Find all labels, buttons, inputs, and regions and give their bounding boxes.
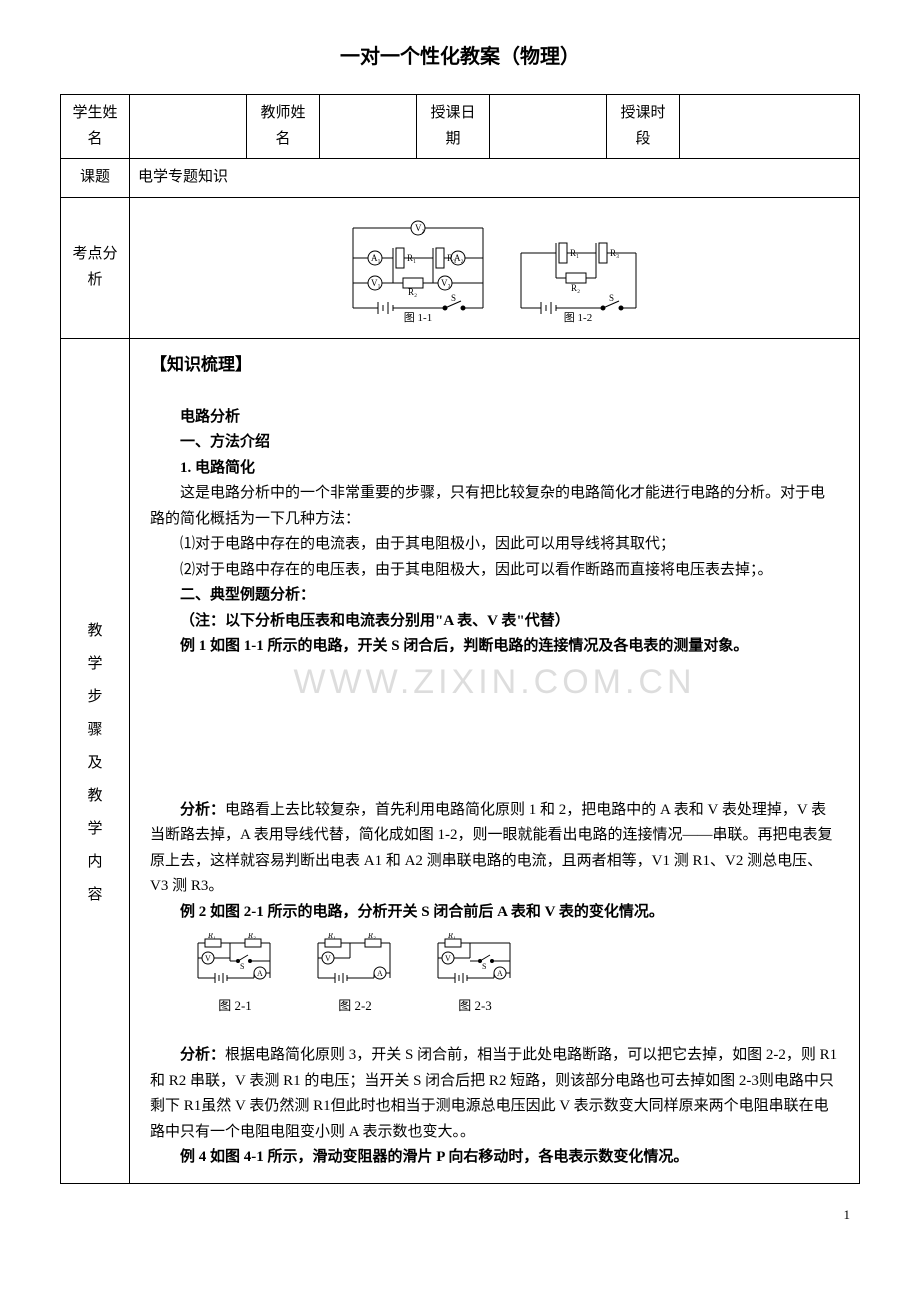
fig-label-1-1: 图 1-1 — [403, 311, 431, 323]
fig-label-2-2: 图 2-2 — [310, 995, 400, 1017]
circuit-1-1: V₂ A₁ R₁ R₃ A₂ V₁ R₂ V₃ S 图 1-1 — [333, 213, 503, 323]
label-steps: 教 学 步 骤 及 教 学 内 容 — [61, 338, 130, 1183]
svg-text:R₁: R₁ — [327, 933, 336, 940]
svg-text:V₂: V₂ — [415, 223, 425, 233]
para-ana1: 分析：电路看上去比较复杂，首先利用电路简化原则 1 和 2，把电路中的 A 表和… — [150, 798, 839, 900]
svg-text:R₂: R₂ — [408, 287, 417, 297]
heading-method: 一、方法介绍 — [150, 430, 839, 456]
svg-text:R₁: R₁ — [570, 248, 579, 258]
heading-examples: 二、典型例题分析： — [150, 583, 839, 609]
para-simplify: 这是电路分析中的一个非常重要的步骤，只有把比较复杂的电路简化才能进行电路的分析。… — [150, 481, 839, 532]
svg-text:A: A — [257, 969, 263, 978]
page-number: 1 — [60, 1204, 860, 1226]
svg-text:S: S — [451, 293, 456, 303]
fig-label-1-2: 图 1-2 — [564, 311, 592, 323]
label-teacher: 教师姓名 — [247, 95, 320, 159]
value-teacher — [320, 95, 417, 159]
value-time — [680, 95, 860, 159]
label-topic: 课题 — [61, 159, 130, 198]
svg-text:R₁: R₁ — [207, 933, 216, 940]
label-time: 授课时段 — [607, 95, 680, 159]
svg-text:R₂: R₂ — [247, 933, 256, 940]
svg-text:A₁: A₁ — [371, 253, 381, 263]
svg-text:V₁: V₁ — [371, 278, 381, 288]
analysis-diagram-cell: V₂ A₁ R₁ R₃ A₂ V₁ R₂ V₃ S 图 1-1 — [130, 197, 860, 338]
label-date: 授课日期 — [417, 95, 490, 159]
label-student: 学生姓名 — [61, 95, 130, 159]
circuit-2-3: R₁ V S A — [430, 933, 520, 993]
svg-text:V: V — [325, 954, 331, 963]
svg-text:A: A — [497, 969, 503, 978]
para-ex2: 例 2 如图 2-1 所示的电路，分析开关 S 闭合前后 A 表和 V 表的变化… — [150, 900, 839, 926]
fig-row-2: R₁ R₂ V S A 图 2-1 — [190, 933, 839, 1017]
value-topic: 电学专题知识 — [130, 159, 860, 198]
heading-simplify: 1. 电路简化 — [150, 456, 839, 482]
svg-text:S: S — [240, 962, 244, 971]
para-rule2: ⑵对于电路中存在的电压表，由于其电阻极大，因此可以看作断路而直接将电压表去掉；。 — [150, 558, 839, 584]
svg-text:A: A — [377, 969, 383, 978]
lesson-table: 学生姓名 教师姓名 授课日期 授课时段 课题 电学专题知识 考点分析 — [60, 94, 860, 1184]
svg-text:R₂: R₂ — [367, 933, 376, 940]
svg-text:V₃: V₃ — [441, 278, 451, 288]
value-student — [130, 95, 247, 159]
label-analysis: 考点分析 — [61, 197, 130, 338]
svg-text:S: S — [609, 293, 614, 303]
heading-review: 【知识梳理】 — [150, 351, 839, 380]
content-cell: 【知识梳理】 电路分析 一、方法介绍 1. 电路简化 这是电路分析中的一个非常重… — [130, 338, 860, 1183]
svg-text:V: V — [445, 954, 451, 963]
circuit-2-1: R₁ R₂ V S A — [190, 933, 280, 993]
svg-text:R₃: R₃ — [610, 248, 619, 258]
circuit-2-2: R₁ R₂ V A — [310, 933, 400, 993]
page-title: 一对一个性化教案（物理） — [60, 40, 860, 74]
svg-text:S: S — [482, 962, 486, 971]
watermark-text: WWW.ZIXIN.COM.CN — [150, 654, 839, 712]
svg-text:V: V — [205, 954, 211, 963]
circuit-1-2: R₁ R₃ R₂ S 图 1-2 — [506, 213, 656, 323]
svg-text:R₂: R₂ — [571, 283, 580, 293]
fig-label-2-3: 图 2-3 — [430, 995, 520, 1017]
para-ana2: 分析：根据电路简化原则 3，开关 S 闭合前，相当于此处电路断路，可以把它去掉，… — [150, 1043, 839, 1145]
svg-text:A₂: A₂ — [454, 253, 464, 263]
fig-label-2-1: 图 2-1 — [190, 995, 280, 1017]
svg-text:R₁: R₁ — [447, 933, 456, 940]
heading-circuit: 电路分析 — [150, 405, 839, 431]
value-date — [490, 95, 607, 159]
svg-text:R₁: R₁ — [407, 253, 416, 263]
para-note: （注：以下分析电压表和电流表分别用"A 表、V 表"代替） — [150, 609, 839, 635]
para-rule1: ⑴对于电路中存在的电流表，由于其电阻极小，因此可以用导线将其取代； — [150, 532, 839, 558]
para-ex4: 例 4 如图 4-1 所示，滑动变阻器的滑片 P 向右移动时，各电表示数变化情况… — [150, 1145, 839, 1171]
